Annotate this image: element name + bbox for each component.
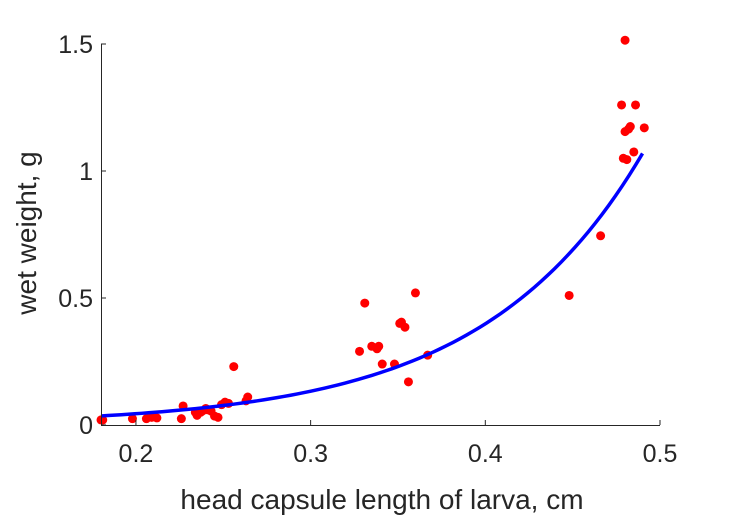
data-point: [355, 346, 365, 356]
x-tick-label: 0.2: [119, 440, 154, 468]
data-point: [625, 122, 635, 132]
data-point: [98, 415, 108, 425]
data-point: [596, 231, 606, 241]
data-point: [639, 123, 649, 133]
data-point: [377, 359, 387, 369]
data-point: [400, 322, 410, 332]
fit-curve: [100, 152, 645, 418]
y-tick-label: 1.5: [58, 31, 93, 59]
data-point: [213, 412, 223, 422]
data-point: [617, 100, 627, 110]
data-point: [629, 147, 639, 157]
plot-area: [96, 35, 649, 425]
data-point: [374, 341, 384, 351]
data-point: [360, 298, 370, 308]
x-ticks: 0.2 0.3 0.4 0.5: [119, 420, 678, 468]
y-tick-label: 0: [79, 412, 93, 440]
x-tick-label: 0.5: [643, 440, 678, 468]
y-tick-label: 0.5: [58, 285, 93, 313]
x-axis-title: head capsule length of larva, cm: [180, 484, 583, 515]
data-point: [622, 155, 632, 165]
data-point: [564, 290, 574, 300]
x-tick-label: 0.4: [468, 440, 503, 468]
data-point: [403, 377, 413, 387]
y-axis-title: wet weight, g: [11, 151, 42, 315]
data-point: [229, 362, 239, 372]
data-point: [176, 414, 186, 424]
data-point: [410, 288, 420, 298]
data-point: [631, 100, 641, 110]
data-point: [152, 413, 162, 423]
data-point: [127, 414, 137, 424]
data-point: [620, 35, 630, 45]
y-tick-label: 1: [79, 158, 93, 186]
y-ticks: 0 0.5 1 1.5: [58, 31, 106, 440]
data-point: [243, 392, 253, 402]
x-tick-label: 0.3: [293, 440, 328, 468]
